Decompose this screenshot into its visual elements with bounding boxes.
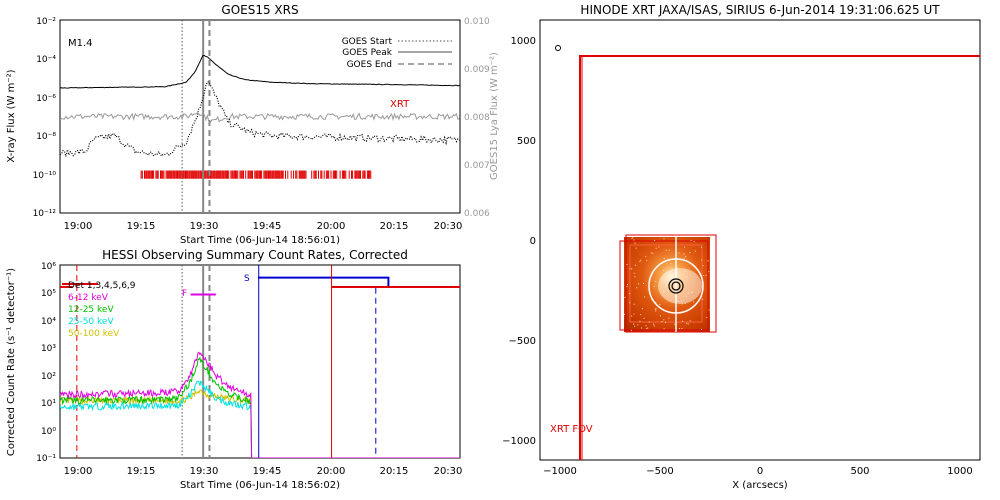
xrt-reference-marker (555, 45, 561, 51)
hessi-saa-bar (257, 276, 390, 288)
hessi-xtick: 19:00 (64, 466, 93, 477)
xrt-image-outline-2 (625, 234, 717, 333)
hessi-ytick: 10⁻¹ (36, 454, 56, 464)
xrt-image-outline-1 (619, 240, 709, 331)
hessi-ytick: 10⁶ (41, 262, 56, 272)
goes-legend-peak: GOES Peak (342, 48, 392, 58)
goes-series-long-channel (60, 54, 460, 89)
hessi-ytick: 10³ (41, 344, 56, 354)
map-xtick: −1000 (543, 466, 577, 477)
goes-ytick: 10⁻⁶ (36, 94, 56, 104)
hessi-plot-area (60, 265, 460, 458)
goes-xrt-label: XRT (390, 99, 410, 110)
goes-xtick: 19:30 (190, 221, 219, 232)
hessi-marker-s: S (244, 274, 250, 284)
goes-xtick: 19:45 (253, 221, 282, 232)
map-ytick: −500 (509, 336, 536, 347)
hessi-legend-25-50: 25-50 keV (68, 317, 114, 327)
hessi-legend-det: Det 1,3,4,5,6,9 (68, 281, 136, 291)
hessi-ytick: 10⁰ (41, 427, 56, 437)
hessi-y-ticks: 10⁶ 10⁵ 10⁴ 10³ 10² 10¹ 10⁰ 10⁻¹ (36, 262, 56, 464)
hessi-ytick: 10¹ (41, 399, 56, 409)
goes-y-ticks-right: 0.010 0.009 0.008 0.007 0.006 (464, 17, 490, 219)
map-xtick: 0 (757, 466, 763, 477)
hessi-xtick: 19:15 (127, 466, 156, 477)
goes-ytick: 10⁻⁸ (36, 132, 56, 142)
xrt-map-x-label: X (arcsecs) (732, 480, 788, 491)
goes-y-ticks-left: 10⁻² 10⁻⁴ 10⁻⁶ 10⁻⁸ 10⁻¹⁰ 10⁻¹² (33, 17, 57, 219)
map-xtick: −500 (646, 466, 673, 477)
xrt-coverage-marks (140, 170, 372, 179)
goes-legend: GOES Start GOES Peak GOES End (342, 37, 452, 70)
map-ytick: 1000 (511, 36, 536, 47)
hessi-legend-50-100: 50-100 keV (68, 329, 120, 339)
goes-ytick-right: 0.007 (464, 161, 490, 171)
hessi-legend-12-25: 12-25 keV (68, 305, 114, 315)
goes-ytick-right: 0.006 (464, 209, 490, 219)
map-xtick: 500 (850, 466, 869, 477)
hessi-legend-6-12: 6-12 keV (68, 293, 109, 303)
goes-xtick: 19:00 (64, 221, 93, 232)
hessi-y-label: Corrected Count Rate (s⁻¹ detector⁻¹) (6, 268, 17, 456)
xrt-map-x-ticks: −1000 −500 0 500 1000 (543, 466, 973, 477)
hessi-xtick: 19:45 (253, 466, 282, 477)
hessi-series-25-50-keV (60, 380, 460, 458)
goes-ytick-right: 0.008 (464, 113, 490, 123)
goes-xtick: 20:15 (380, 221, 409, 232)
hessi-title: HESSI Observing Summary Count Rates, Cor… (102, 248, 408, 262)
goes-xtick: 20:30 (434, 221, 463, 232)
xrt-map-plot-area (555, 45, 980, 460)
goes-series-lya-flux (60, 112, 460, 124)
goes-ytick-right: 0.009 (464, 65, 490, 75)
map-ytick: 500 (517, 136, 536, 147)
goes-x-ticks: 19:00 19:15 19:30 19:45 20:00 20:15 20:3… (64, 221, 463, 232)
goes-xtick: 19:15 (127, 221, 156, 232)
xrt-contour-outer (668, 278, 684, 294)
hessi-axes-frame (59, 264, 461, 459)
goes-axes-frame (59, 19, 461, 214)
hessi-series-12-25-keV (60, 356, 460, 458)
goes-legend-start: GOES Start (342, 37, 393, 47)
xrt-fov-label: XRT FOV (550, 424, 593, 435)
xrt-fov-outline (579, 55, 980, 460)
goes-y-label: X-ray Flux (W m⁻²) (6, 69, 17, 162)
goes-legend-end: GOES End (347, 60, 392, 70)
hessi-xtick: 20:15 (380, 466, 409, 477)
hessi-legend: Det 1,3,4,5,6,9 6-12 keV 12-25 keV 25-50… (62, 281, 136, 339)
goes-xtick: 20:00 (317, 221, 346, 232)
hessi-ytick: 10⁴ (41, 317, 56, 327)
xrt-map-title: HINODE XRT JAXA/ISAS, SIRIUS 6-Jun-2014 … (580, 3, 940, 17)
goes-title: GOES15 XRS (221, 3, 298, 17)
goes-right-y-label: GOES15 Lya Flux (W m⁻²) (489, 52, 500, 180)
hessi-x-label: Start Time (06-Jun-14 18:56:02) (180, 480, 340, 491)
goes-series-short-channel (60, 81, 460, 157)
xrt-map-frame (539, 19, 981, 461)
hessi-series-6-12-keV (60, 351, 460, 458)
goes-ytick: 10⁻¹⁰ (33, 171, 57, 181)
map-xtick: 1000 (947, 466, 972, 477)
goes-flare-class: M1.4 (68, 38, 93, 49)
hessi-marker-f: F (182, 289, 187, 299)
goes-ytick: 10⁻⁴ (36, 55, 56, 65)
goes-ytick-right: 0.010 (464, 17, 490, 27)
hessi-ytick: 10² (41, 372, 56, 382)
xrt-map-y-ticks: 1000 500 0 −500 −1000 (502, 36, 536, 447)
hessi-panel: HESSI Observing Summary Count Rates, Cor… (6, 248, 462, 491)
hessi-xtick: 20:30 (434, 466, 463, 477)
hessi-ytick: 10⁵ (41, 289, 56, 299)
hessi-xtick: 19:30 (190, 466, 219, 477)
map-ytick: 0 (530, 236, 536, 247)
map-ytick: −1000 (502, 436, 536, 447)
xrt-contour-inner (671, 281, 681, 291)
goes-x-label: Start Time (06-Jun-14 18:56:01) (180, 235, 340, 246)
hessi-xtick: 20:00 (317, 466, 346, 477)
goes-panel: GOES15 XRS X-ray Flux (W m⁻²) GOES15 Lya… (6, 3, 500, 246)
hessi-x-ticks: 19:00 19:15 19:30 19:45 20:00 20:15 20:3… (64, 466, 463, 477)
goes-ytick: 10⁻¹² (33, 209, 57, 219)
xrt-map-panel: HINODE XRT JAXA/ISAS, SIRIUS 6-Jun-2014 … (502, 3, 981, 491)
goes-plot-area (60, 20, 460, 213)
hessi-series-50-100-keV (60, 389, 460, 458)
goes-ytick: 10⁻² (36, 17, 56, 27)
